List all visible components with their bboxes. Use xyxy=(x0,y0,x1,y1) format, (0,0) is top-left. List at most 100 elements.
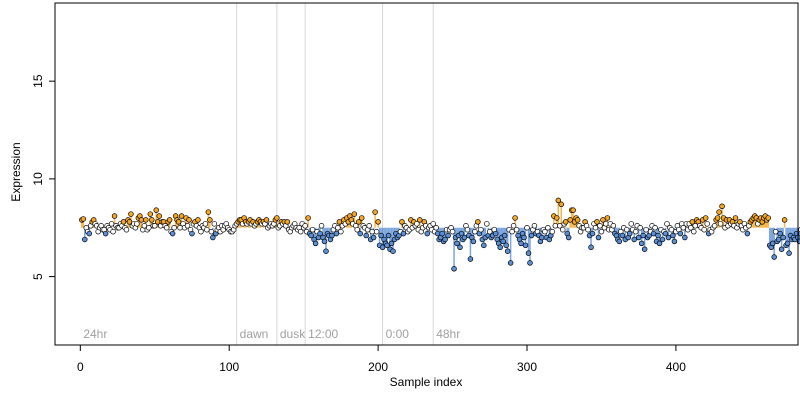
data-point xyxy=(643,226,649,233)
data-point xyxy=(565,234,572,241)
data-point xyxy=(497,244,503,251)
data-point xyxy=(509,228,515,235)
data-point xyxy=(338,228,344,235)
data-point xyxy=(379,244,386,251)
data-point xyxy=(677,230,684,237)
data-point xyxy=(205,209,212,215)
data-point xyxy=(357,230,363,237)
data-point xyxy=(716,209,722,215)
data-point xyxy=(385,232,392,239)
data-point xyxy=(522,242,529,249)
data-point xyxy=(384,242,390,249)
data-point xyxy=(652,224,658,231)
data-point xyxy=(635,234,642,241)
data-point xyxy=(388,240,395,247)
data-point xyxy=(318,223,325,229)
data-point xyxy=(451,266,457,272)
data-point xyxy=(558,201,565,208)
data-point xyxy=(120,219,127,225)
data-point xyxy=(400,230,407,237)
data-point xyxy=(424,230,430,237)
data-point xyxy=(765,215,771,221)
data-point xyxy=(175,219,182,225)
data-point xyxy=(659,236,666,243)
data-point xyxy=(513,226,520,233)
data-point xyxy=(467,256,474,262)
data-point xyxy=(336,219,343,225)
data-point xyxy=(207,217,213,223)
data-point xyxy=(184,223,191,229)
data-point xyxy=(375,219,381,225)
data-point xyxy=(198,228,204,235)
data-point xyxy=(102,230,109,237)
x-axis-title: Sample index xyxy=(390,375,463,389)
data-point xyxy=(552,223,559,229)
data-point xyxy=(598,228,605,235)
data-point xyxy=(631,236,637,243)
data-point xyxy=(417,217,423,223)
data-point xyxy=(777,230,783,237)
data-point xyxy=(525,250,532,256)
data-point xyxy=(204,226,210,233)
x-tick-label: 200 xyxy=(368,360,388,374)
segment-label: 12:00 xyxy=(308,327,338,341)
data-point xyxy=(597,223,603,229)
data-point xyxy=(171,224,177,231)
data-point xyxy=(141,223,148,229)
data-point xyxy=(445,232,451,239)
data-point xyxy=(539,234,545,241)
data-point xyxy=(156,213,162,219)
data-point xyxy=(524,224,530,231)
data-point xyxy=(356,219,362,225)
y-axis-title: Expression xyxy=(9,142,23,201)
data-point xyxy=(714,215,721,221)
data-point xyxy=(335,224,341,231)
data-point xyxy=(610,223,617,229)
data-point xyxy=(632,228,639,235)
data-point xyxy=(769,240,776,247)
data-point xyxy=(475,219,481,225)
data-point xyxy=(366,223,372,229)
data-point xyxy=(169,230,176,237)
data-point xyxy=(664,221,670,227)
data-point xyxy=(464,226,471,233)
data-point xyxy=(585,226,591,233)
data-point xyxy=(309,226,316,233)
data-point xyxy=(775,236,782,243)
data-point xyxy=(662,230,669,237)
y-tick-label: 5 xyxy=(31,273,45,280)
data-point xyxy=(778,246,785,252)
data-point xyxy=(487,228,493,235)
data-point xyxy=(531,223,538,229)
data-point xyxy=(549,228,556,235)
data-point xyxy=(126,219,133,225)
data-point xyxy=(656,240,663,247)
data-point xyxy=(619,232,626,239)
data-point xyxy=(373,228,380,235)
data-point xyxy=(781,217,788,223)
data-point xyxy=(470,238,477,245)
segment-label: dawn xyxy=(240,327,269,341)
y-tick-label: 10 xyxy=(31,172,45,186)
data-point xyxy=(492,230,499,237)
data-point xyxy=(369,228,375,235)
data-point xyxy=(321,238,328,245)
data-point xyxy=(317,230,323,237)
data-point xyxy=(786,250,792,256)
data-point xyxy=(433,224,439,231)
data-point xyxy=(628,221,634,227)
data-point xyxy=(430,221,436,227)
data-point xyxy=(111,213,118,219)
data-point xyxy=(570,207,576,213)
data-point xyxy=(329,232,335,239)
data-point xyxy=(501,232,508,239)
data-point xyxy=(372,209,378,215)
data-point xyxy=(82,236,88,243)
data-point xyxy=(378,232,384,239)
data-point xyxy=(680,224,687,231)
x-tick-label: 400 xyxy=(666,360,686,374)
segment-label: 48hr xyxy=(436,327,460,341)
data-point xyxy=(562,219,569,225)
